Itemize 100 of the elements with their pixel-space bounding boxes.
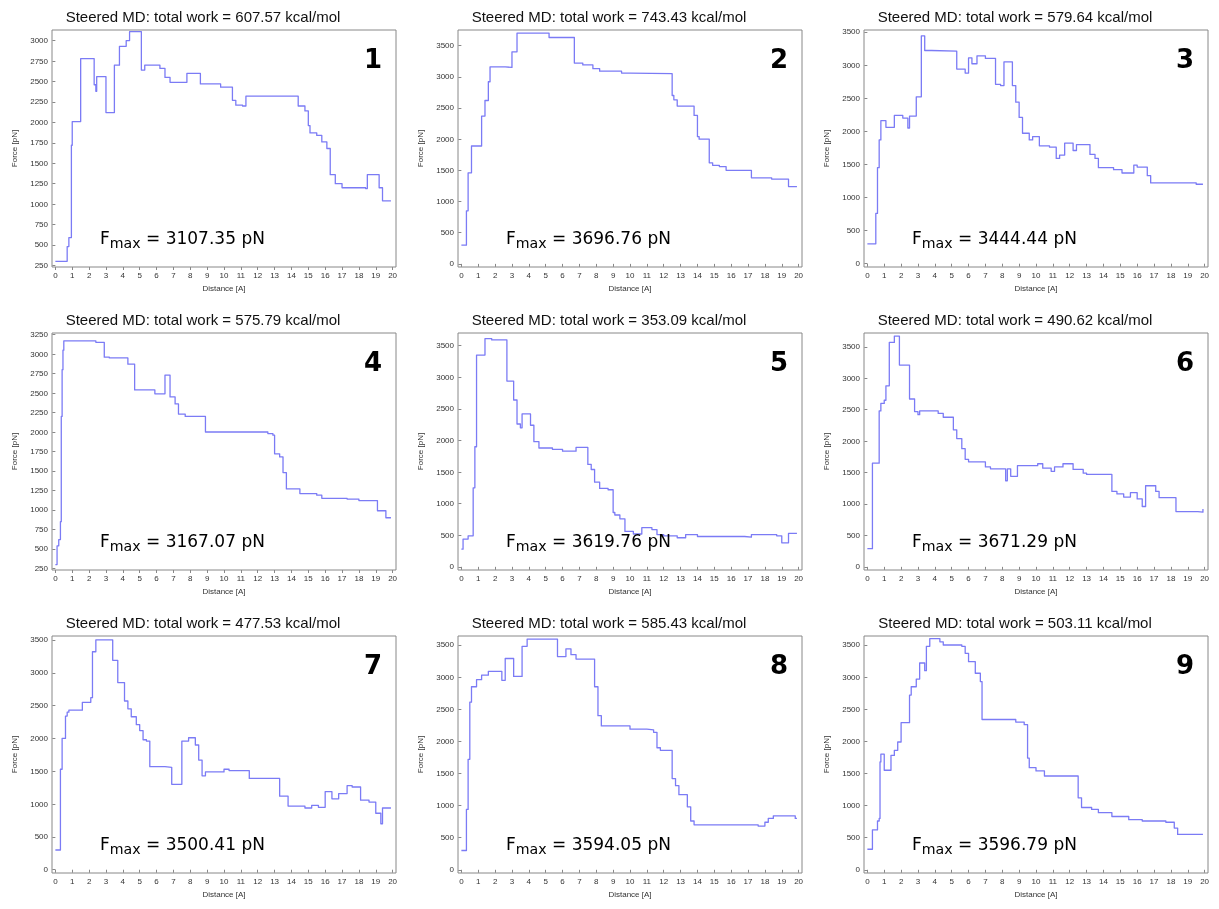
chart-title: Steered MD: total work = 490.62 kcal/mol <box>877 311 1153 328</box>
y-tick-label: 1000 <box>842 192 861 202</box>
chart-title: Steered MD: total work = 743.43 kcal/mol <box>471 8 747 25</box>
annotation: 3 <box>1175 44 1194 74</box>
x-tick-label: 11 <box>1048 573 1058 583</box>
y-tick-label: 3000 <box>436 72 455 82</box>
x-tick-label: 20 <box>794 270 804 280</box>
x-tick-label: 4 <box>526 573 532 583</box>
y-tick-label: 500 <box>440 530 455 540</box>
x-tick-label: 9 <box>610 270 616 280</box>
annotation: F$_{max}$ = 3671.29 pN <box>912 530 1077 554</box>
x-tick-label: 11 <box>642 270 652 280</box>
y-tick-label: 3500 <box>842 342 861 352</box>
y-tick-label: 3500 <box>30 635 49 645</box>
annotation: 2 <box>769 44 788 74</box>
annotation: F$_{max}$ = 3619.76 pN <box>506 530 671 554</box>
annotation: F$_{max}$ = 3167.07 pN <box>100 530 265 554</box>
x-tick-label: 14 <box>693 876 703 886</box>
y-tick-label: 1000 <box>842 499 861 509</box>
x-tick-label: 12 <box>1065 270 1075 280</box>
y-tick-label: 1750 <box>30 138 49 148</box>
y-tick-label: 1000 <box>30 505 49 515</box>
y-tick-label: 1000 <box>436 197 455 207</box>
y-tick-label: 2000 <box>842 436 861 446</box>
x-tick-label: 5 <box>543 270 549 280</box>
y-tick-label: 1500 <box>436 165 455 175</box>
x-tick-label: 5 <box>137 876 143 886</box>
x-tick-label: 14 <box>1099 270 1109 280</box>
y-tick-label: 250 <box>34 563 49 573</box>
x-tick-label: 13 <box>676 270 686 280</box>
y-axis-title: Force [pN] <box>415 129 425 168</box>
x-tick-label: 15 <box>303 270 314 280</box>
y-tick-label: 1500 <box>842 768 861 778</box>
x-axis-title: Distance [A] <box>1014 889 1058 899</box>
x-tick-label: 8 <box>594 573 600 583</box>
x-tick-label: 11 <box>642 573 652 583</box>
y-tick-label: 750 <box>34 524 49 534</box>
x-tick-label: 0 <box>53 876 59 886</box>
chart-title: Steered MD: total work = 575.79 kcal/mol <box>65 311 341 328</box>
y-tick-label: 500 <box>34 832 49 842</box>
x-tick-label: 1 <box>476 270 482 280</box>
x-tick-label: 19 <box>777 573 787 583</box>
x-axis-title: Distance [A] <box>202 586 246 596</box>
x-tick-label: 15 <box>709 876 720 886</box>
y-tick-label: 2500 <box>30 76 49 86</box>
y-tick-label: 500 <box>440 833 455 843</box>
x-tick-label: 6 <box>154 573 160 583</box>
x-axis-title: Distance [A] <box>202 283 246 293</box>
x-tick-label: 5 <box>543 573 549 583</box>
x-tick-label: 5 <box>137 270 143 280</box>
y-tick-label: 0 <box>449 259 455 269</box>
x-tick-label: 9 <box>1016 876 1022 886</box>
y-tick-label: 3000 <box>436 672 455 682</box>
x-tick-label: 6 <box>966 876 972 886</box>
x-tick-label: 4 <box>526 876 532 886</box>
x-tick-label: 18 <box>354 573 364 583</box>
x-tick-label: 17 <box>337 876 348 886</box>
x-tick-label: 17 <box>743 270 754 280</box>
x-tick-label: 19 <box>371 876 381 886</box>
x-tick-label: 16 <box>726 270 737 280</box>
x-tick-label: 16 <box>726 573 737 583</box>
x-tick-label: 13 <box>1082 876 1092 886</box>
x-axis-title: Distance [A] <box>608 586 652 596</box>
y-tick-label: 500 <box>34 240 49 250</box>
x-tick-label: 8 <box>1000 876 1006 886</box>
annotation: 6 <box>1175 347 1194 377</box>
y-tick-label: 3000 <box>842 60 861 70</box>
annotation: 8 <box>769 650 788 680</box>
y-tick-label: 2000 <box>436 736 455 746</box>
y-tick-label: 500 <box>846 833 861 843</box>
y-axis-title: Force [pN] <box>821 432 831 471</box>
x-tick-label: 6 <box>560 573 566 583</box>
x-tick-label: 12 <box>1065 876 1075 886</box>
x-tick-label: 3 <box>509 573 515 583</box>
annotation: F$_{max}$ = 3596.79 pN <box>912 833 1077 857</box>
x-tick-label: 16 <box>320 876 331 886</box>
y-tick-label: 3000 <box>436 372 455 382</box>
x-tick-label: 13 <box>676 573 686 583</box>
x-tick-label: 20 <box>794 876 804 886</box>
y-tick-label: 3500 <box>842 27 861 37</box>
x-tick-label: 2 <box>86 573 92 583</box>
x-tick-label: 16 <box>1132 876 1143 886</box>
x-tick-label: 6 <box>560 270 566 280</box>
x-tick-label: 6 <box>154 270 160 280</box>
y-tick-label: 3500 <box>436 341 455 351</box>
y-tick-label: 2750 <box>30 369 49 379</box>
x-tick-label: 14 <box>287 573 297 583</box>
y-tick-label: 1000 <box>30 199 49 209</box>
annotation: 9 <box>1175 650 1194 680</box>
x-tick-label: 0 <box>53 573 59 583</box>
x-tick-label: 3 <box>509 270 515 280</box>
y-tick-label: 3500 <box>842 640 861 650</box>
x-tick-label: 12 <box>659 573 669 583</box>
x-axis-title: Distance [A] <box>202 889 246 899</box>
x-tick-label: 19 <box>1183 573 1193 583</box>
y-tick-label: 0 <box>43 865 49 875</box>
chart-title: Steered MD: total work = 477.53 kcal/mol <box>65 614 341 631</box>
x-tick-label: 19 <box>1183 270 1193 280</box>
x-tick-label: 15 <box>303 573 314 583</box>
x-tick-label: 2 <box>492 876 498 886</box>
